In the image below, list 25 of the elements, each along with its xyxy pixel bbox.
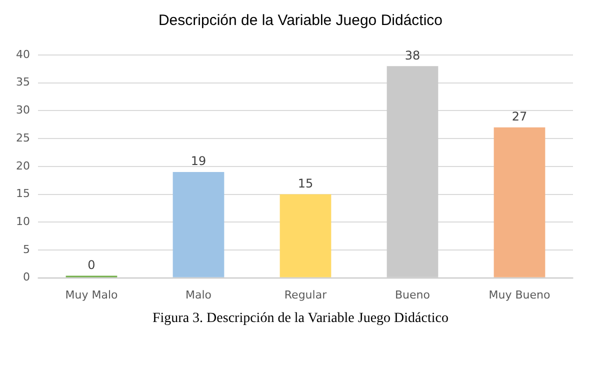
- bar: [386, 66, 438, 278]
- chart-title: Descripción de la Variable Juego Didáctico: [157, 12, 444, 29]
- data-label: 27: [512, 110, 528, 124]
- x-tick-label: Bueno: [395, 288, 430, 302]
- y-tick-label: 30: [16, 104, 30, 117]
- text: Figura 3. Descripción de la Variable Juego Didáctico: [152, 311, 450, 327]
- y-tick-label: 25: [16, 131, 30, 144]
- y-tick-label: 40: [16, 48, 30, 61]
- y-tick-label: 35: [16, 76, 30, 89]
- bar: [494, 127, 546, 278]
- data-label: 15: [298, 176, 314, 190]
- data-label: 38: [404, 48, 420, 62]
- x-tick-label: Muy Malo: [65, 288, 118, 302]
- bar: [172, 172, 224, 278]
- data-label: 19: [190, 154, 206, 168]
- x-tick-label: Regular: [284, 288, 328, 302]
- y-tick-label: 0: [22, 270, 30, 284]
- y-tick-label: 10: [16, 214, 30, 228]
- y-tick-label: 15: [16, 187, 30, 200]
- bar: [280, 194, 332, 278]
- y-tick-label: 20: [16, 159, 30, 172]
- y-tick-label: 5: [22, 242, 30, 256]
- data-label: 0: [88, 258, 96, 272]
- x-tick-label: Malo: [185, 288, 212, 302]
- x-tick-label: Muy Bueno: [488, 288, 550, 302]
